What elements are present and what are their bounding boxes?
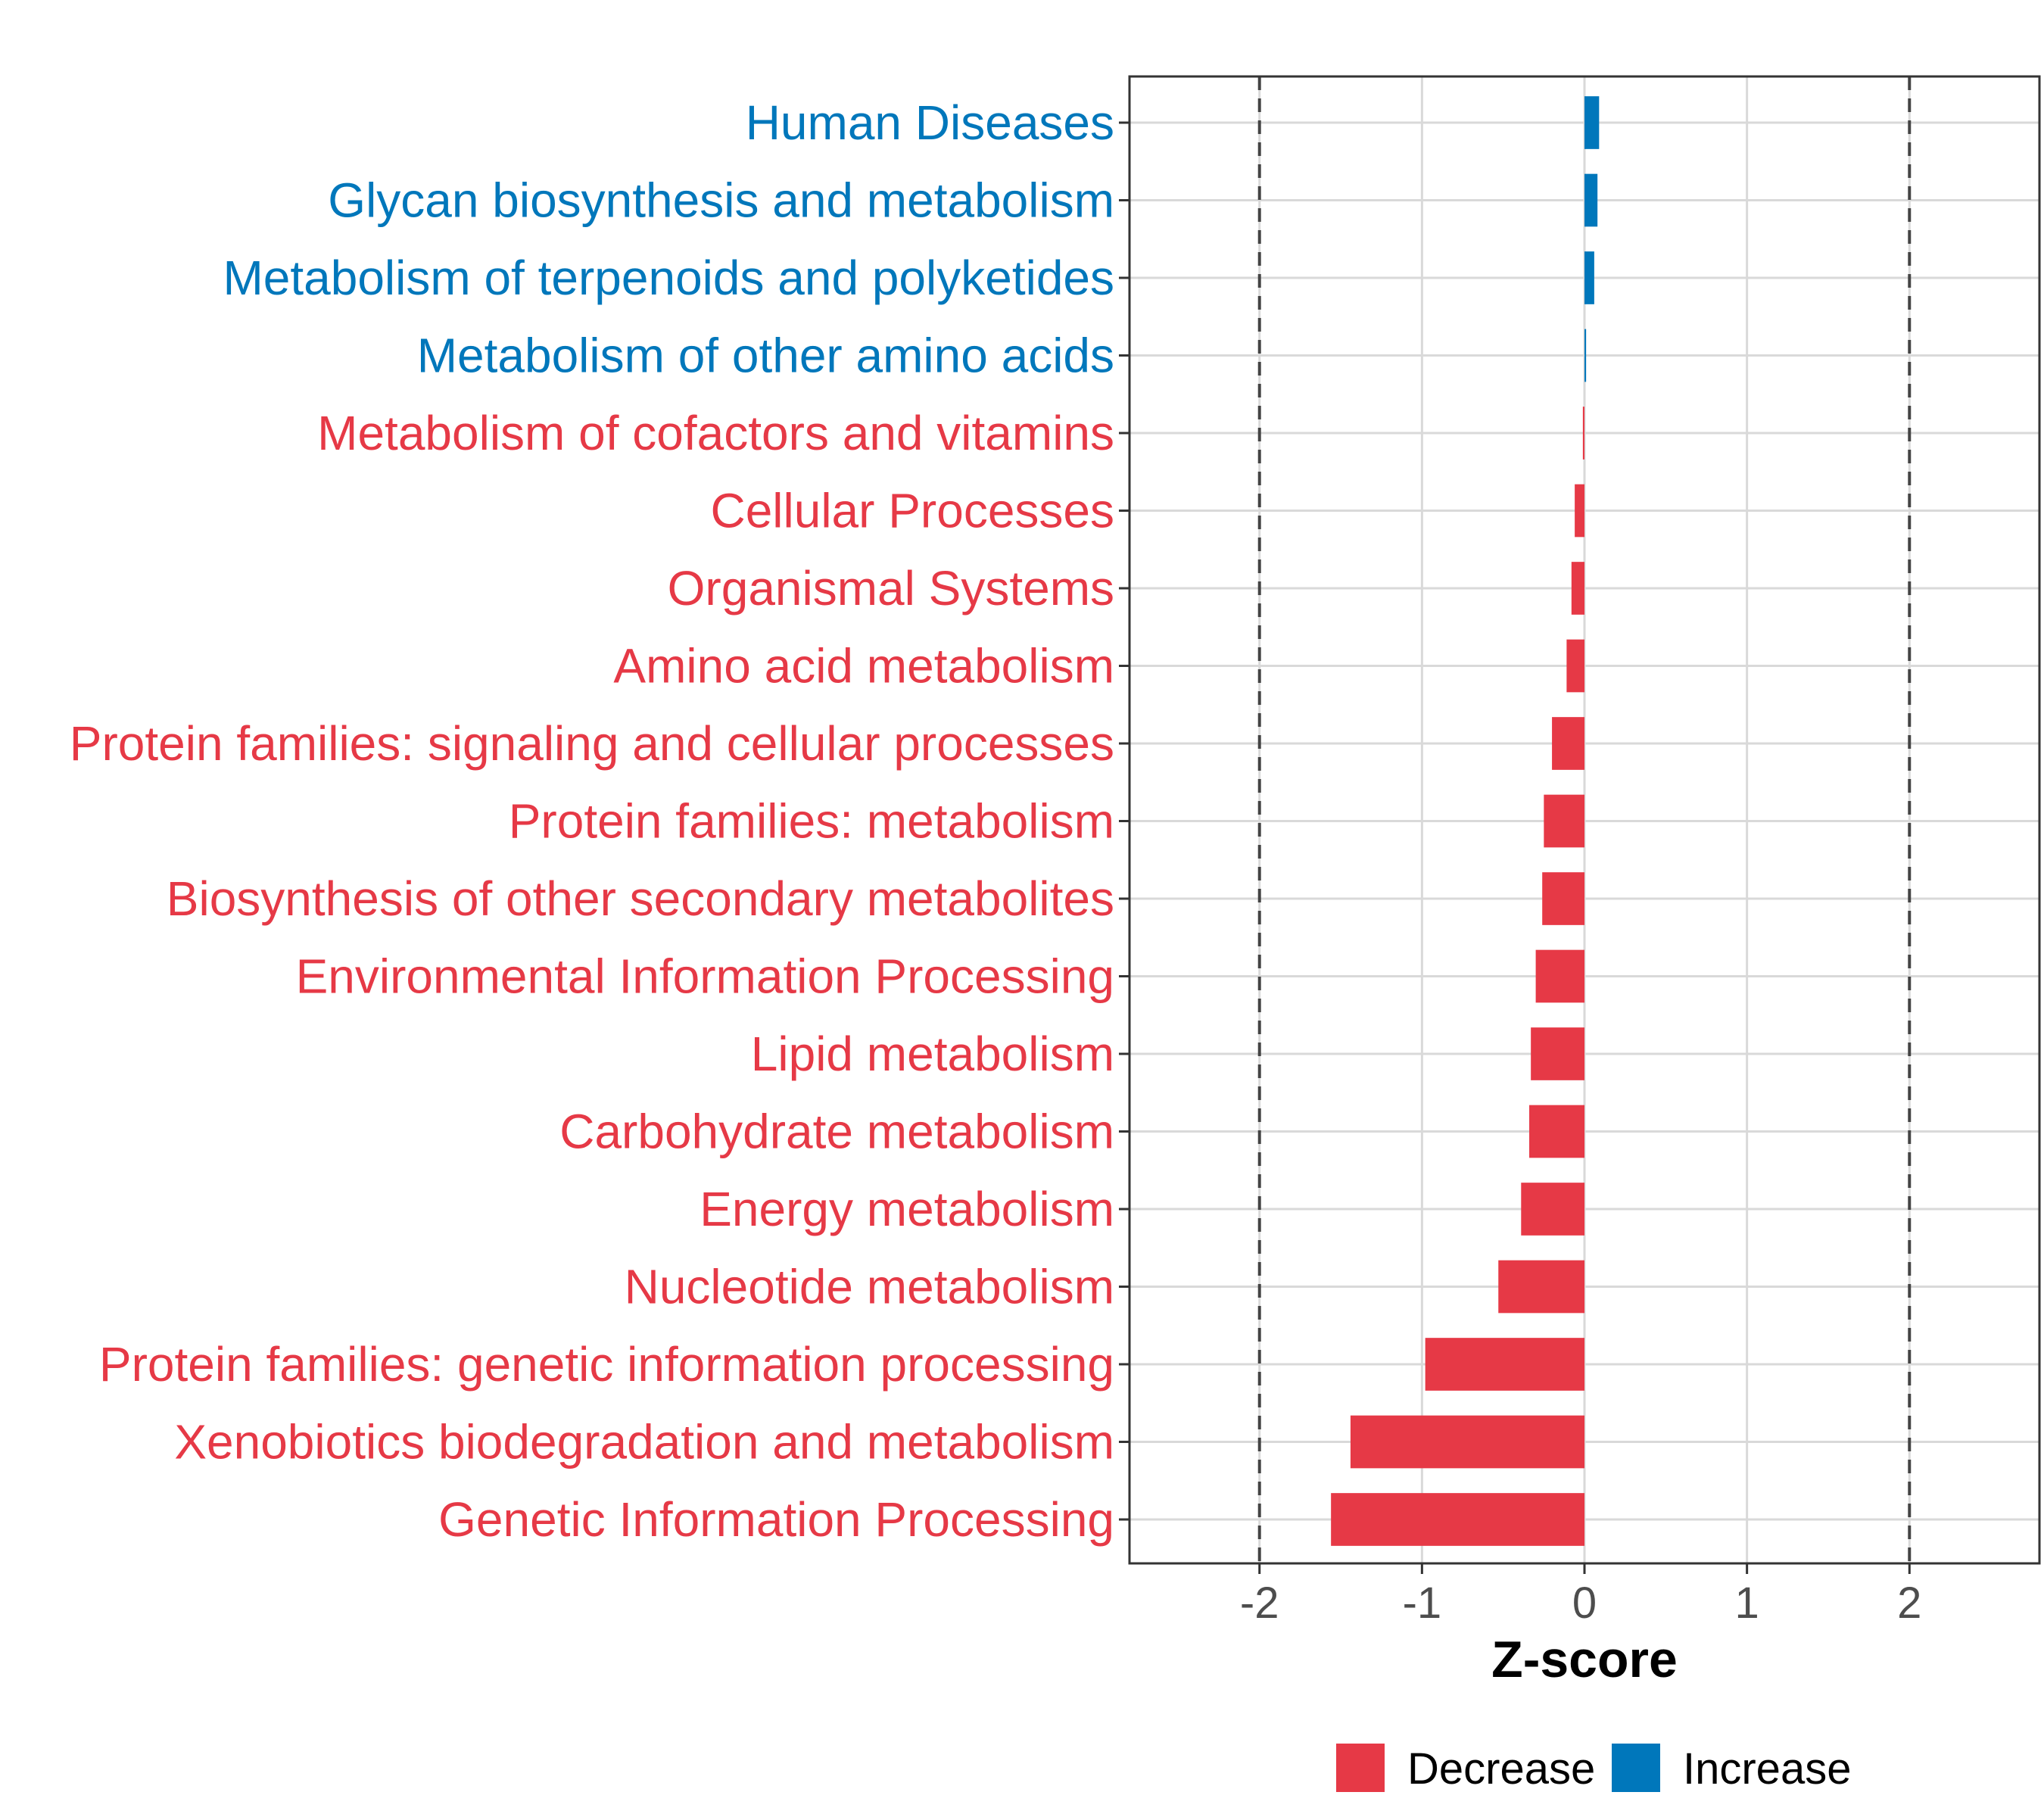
legend-swatch-increase bbox=[1612, 1744, 1660, 1792]
bar bbox=[1552, 717, 1584, 770]
category-label: Energy metabolism bbox=[700, 1182, 1114, 1236]
category-label: Nucleotide metabolism bbox=[625, 1260, 1114, 1314]
bar bbox=[1584, 329, 1587, 382]
bar bbox=[1544, 794, 1584, 848]
category-label: Organismal Systems bbox=[668, 561, 1114, 616]
bar bbox=[1531, 1027, 1584, 1080]
x-tick-label: -1 bbox=[1403, 1579, 1442, 1628]
legend-label-decrease: Decrease bbox=[1407, 1744, 1595, 1794]
x-tick-label: 2 bbox=[1897, 1579, 1921, 1628]
category-label: Glycan biosynthesis and metabolism bbox=[328, 173, 1114, 228]
category-label: Xenobiotics biodegradation and metabolis… bbox=[174, 1415, 1114, 1469]
category-label: Lipid metabolism bbox=[751, 1027, 1114, 1081]
bar bbox=[1529, 1105, 1584, 1158]
bar bbox=[1535, 949, 1584, 1003]
bar bbox=[1584, 96, 1600, 149]
reference-lines bbox=[1257, 76, 1912, 1563]
x-tick-label: 1 bbox=[1735, 1579, 1759, 1628]
bar bbox=[1331, 1493, 1584, 1546]
category-label: Environmental Information Processing bbox=[296, 949, 1114, 1004]
bar bbox=[1425, 1338, 1584, 1391]
category-label: Protein families: metabolism bbox=[509, 794, 1114, 849]
category-label: Protein families: signaling and cellular… bbox=[70, 716, 1114, 771]
legend-swatch-decrease bbox=[1336, 1744, 1385, 1792]
x-axis-tick-labels: -2 -1 0 1 2 bbox=[1240, 1579, 1921, 1628]
category-label: Human Diseases bbox=[746, 95, 1114, 150]
category-label: Metabolism of other amino acids bbox=[417, 329, 1114, 383]
category-label: Protein families: genetic information pr… bbox=[99, 1337, 1114, 1392]
category-label: Metabolism of terpenoids and polyketides bbox=[223, 251, 1114, 305]
bar bbox=[1521, 1183, 1584, 1236]
category-label: Genetic Information Processing bbox=[438, 1492, 1114, 1547]
bar bbox=[1584, 173, 1598, 227]
bar bbox=[1575, 484, 1584, 538]
x-axis-ticks bbox=[1258, 1563, 1911, 1574]
y-axis-category-labels: Human Diseases Glycan biosynthesis and me… bbox=[70, 95, 1114, 1547]
bars bbox=[1331, 96, 1600, 1546]
legend: Decrease Increase bbox=[1336, 1744, 1851, 1794]
y-axis-ticks bbox=[1119, 121, 1129, 1521]
bar bbox=[1350, 1415, 1584, 1469]
bar bbox=[1584, 251, 1594, 304]
bar bbox=[1582, 407, 1584, 460]
bar bbox=[1542, 872, 1584, 925]
category-label: Cellular Processes bbox=[710, 484, 1114, 538]
category-label: Biosynthesis of other secondary metaboli… bbox=[167, 871, 1114, 926]
legend-label-increase: Increase bbox=[1683, 1744, 1851, 1794]
category-label: Amino acid metabolism bbox=[613, 639, 1114, 693]
x-tick-label: -2 bbox=[1240, 1579, 1279, 1628]
bar bbox=[1498, 1260, 1584, 1314]
x-axis-title: Z-score bbox=[1491, 1631, 1678, 1688]
bar bbox=[1566, 639, 1584, 693]
x-tick-label: 0 bbox=[1572, 1579, 1597, 1628]
category-label: Metabolism of cofactors and vitamins bbox=[317, 406, 1114, 460]
category-label: Carbohydrate metabolism bbox=[559, 1105, 1114, 1159]
bar bbox=[1571, 562, 1584, 615]
